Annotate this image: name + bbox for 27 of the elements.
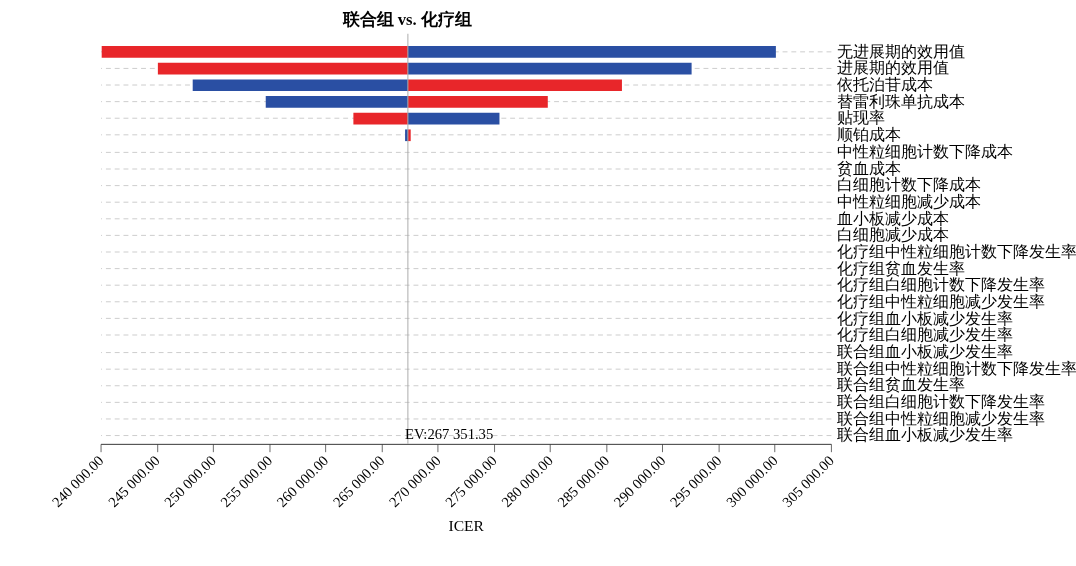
- y-tick-label: 白细胞减少成本: [837, 226, 950, 244]
- y-tick-label: 联合组中性粒细胞减少发生率: [837, 409, 1046, 427]
- y-tick-label: 中性粒细胞减少成本: [837, 192, 982, 210]
- y-tick-label: 化疗组中性粒细胞计数下降发生率: [837, 242, 1076, 260]
- y-tick-label: 化疗组白细胞计数下降发生率: [837, 276, 1046, 294]
- y-tick-label: 化疗组贫血发生率: [837, 259, 966, 277]
- y-tick-label: 贫血成本: [837, 159, 902, 177]
- y-tick-label: 中性粒细胞计数下降成本: [837, 142, 1014, 160]
- y-tick-label: 顺铂成本: [837, 126, 902, 144]
- y-tick-label: 化疗组中性粒细胞减少发生率: [837, 292, 1046, 310]
- y-tick-label: 联合组白细胞计数下降发生率: [837, 393, 1046, 411]
- y-tick-label: 血小板减少成本: [837, 209, 950, 227]
- ref-line-label: EV:267 351.35: [404, 425, 494, 442]
- y-tick-label: 白细胞计数下降成本: [837, 176, 982, 194]
- chart-title: 联合组 vs. 化疗组: [341, 10, 472, 30]
- y-tick-label: 贴现率: [837, 109, 886, 127]
- y-tick-label: 化疗组白细胞减少发生率: [837, 326, 1014, 344]
- y-tick-label: 进展期的效用值: [837, 59, 950, 77]
- y-tick-label: 联合组血小板减少发生率: [837, 426, 1014, 444]
- y-tick-label: 联合组血小板减少发生率: [837, 343, 1014, 360]
- y-tick-label: 联合组中性粒细胞计数下降发生率: [837, 359, 1076, 377]
- y-tick-label: 依托泊苷成本: [837, 76, 934, 94]
- x-axis-title: ICER: [448, 516, 485, 534]
- y-tick-label: 化疗组血小板减少发生率: [837, 309, 1014, 327]
- y-tick-label: 替雷利珠单抗成本: [837, 92, 966, 110]
- y-tick-label: 无进展期的效用值: [837, 42, 966, 60]
- y-tick-label: 联合组贫血发生率: [837, 376, 966, 394]
